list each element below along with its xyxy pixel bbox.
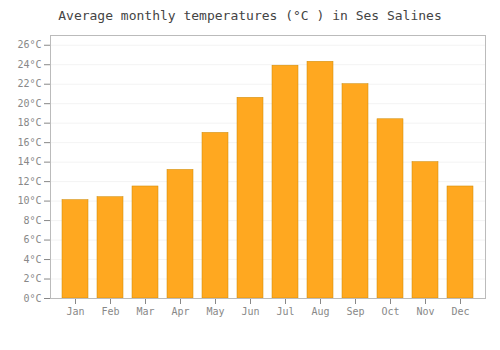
svg-text:Oct: Oct	[381, 306, 399, 317]
svg-text:26°C: 26°C	[17, 39, 41, 50]
svg-text:May: May	[206, 306, 224, 317]
svg-text:14°C: 14°C	[17, 156, 41, 167]
svg-text:16°C: 16°C	[17, 137, 41, 148]
svg-text:Dec: Dec	[451, 306, 469, 317]
svg-text:Jan: Jan	[66, 306, 84, 317]
svg-text:Jul: Jul	[276, 306, 294, 317]
svg-text:Sep: Sep	[346, 306, 364, 317]
svg-text:Mar: Mar	[136, 306, 154, 317]
svg-text:Nov: Nov	[416, 306, 434, 317]
svg-text:10°C: 10°C	[17, 195, 41, 206]
svg-text:6°C: 6°C	[23, 234, 41, 245]
svg-text:2°C: 2°C	[23, 273, 41, 284]
svg-text:20°C: 20°C	[17, 98, 41, 109]
svg-text:22°C: 22°C	[17, 78, 41, 89]
svg-text:4°C: 4°C	[23, 254, 41, 265]
svg-text:8°C: 8°C	[23, 215, 41, 226]
html-text:Average monthly temperatures (: Average monthly temperatures (°C ) in Se…	[58, 8, 442, 23]
svg-text:12°C: 12°C	[17, 176, 41, 187]
svg-text:Jun: Jun	[241, 306, 259, 317]
svg-text:Aug: Aug	[311, 306, 329, 317]
svg-text:24°C: 24°C	[17, 59, 41, 70]
svg-text:18°C: 18°C	[17, 117, 41, 128]
svg-text:Feb: Feb	[101, 306, 119, 317]
svg-text:0°C: 0°C	[23, 293, 41, 304]
svg-text:Apr: Apr	[171, 306, 189, 317]
